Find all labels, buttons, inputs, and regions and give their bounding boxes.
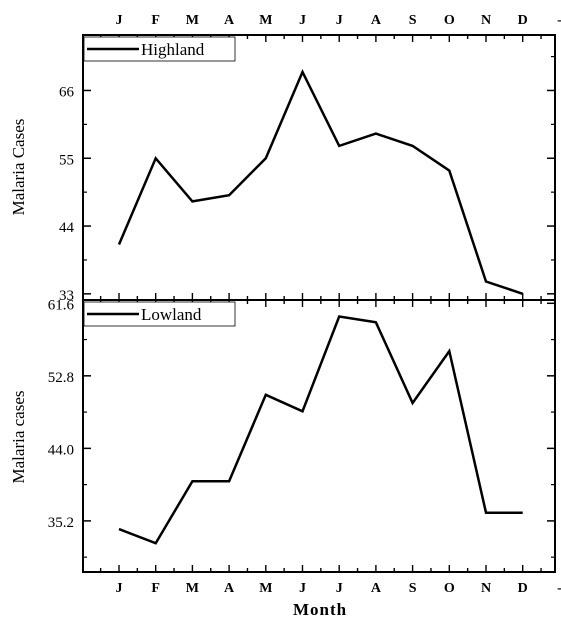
series-line-lowland xyxy=(118,315,523,545)
legend-label: Highland xyxy=(141,40,205,59)
x-tick-label: S xyxy=(409,581,417,596)
plot-frame xyxy=(82,34,556,301)
y-tick-label: 35.2 xyxy=(48,515,74,531)
x-tick-label-top: J xyxy=(116,13,123,28)
x-tick-label: J xyxy=(336,581,343,596)
x-tick-label: M xyxy=(186,581,199,596)
y-tick-label: 66 xyxy=(59,84,75,100)
y-axis-title: Malaria Cases xyxy=(9,119,28,216)
x-tick-label-top: J xyxy=(336,13,343,28)
x-tick-label: - xyxy=(557,581,561,596)
x-tick-label: D xyxy=(518,581,528,596)
x-tick-label-top: J xyxy=(299,13,306,28)
highland-panel: 33 44 55 66 Malaria Cases Highland xyxy=(9,34,556,304)
x-tick-label: J xyxy=(299,581,306,596)
y-tick-label: 55 xyxy=(59,152,74,168)
y-tick-label: 44.0 xyxy=(48,442,74,458)
y-tick-label: 44 xyxy=(59,220,75,236)
legend-label: Lowland xyxy=(141,305,202,324)
legend: Highland xyxy=(83,36,236,62)
x-tick-label: F xyxy=(151,581,160,596)
plot-frame xyxy=(82,299,556,573)
x-tick-label: J xyxy=(116,581,123,596)
y-tick-label: 61.6 xyxy=(48,297,75,313)
x-tick-label-top: S xyxy=(409,13,417,28)
x-tick-label: M xyxy=(259,581,272,596)
x-tick-label: A xyxy=(224,581,235,596)
x-tick-label: A xyxy=(371,581,382,596)
x-tick-label-top: D xyxy=(518,13,528,28)
x-tick-label-top: M xyxy=(259,13,272,28)
y-tick-label: 33 xyxy=(59,288,74,304)
x-tick-label-top: O xyxy=(444,13,455,28)
x-tick-label-top: A xyxy=(371,13,382,28)
x-tick-label-top: A xyxy=(224,13,235,28)
lowland-panel: 35.2 44.0 52.8 61.6 Malaria cases Lowland xyxy=(9,297,556,573)
x-tick-label-top: F xyxy=(151,13,160,28)
x-tick-label-top: M xyxy=(186,13,199,28)
x-tick-label-top: N xyxy=(481,13,491,28)
x-tick-label: N xyxy=(481,581,491,596)
y-tick-label: 52.8 xyxy=(48,370,74,386)
legend: Lowland xyxy=(83,301,236,327)
x-tick-label-top: - xyxy=(557,13,561,28)
series-line-highland xyxy=(117,69,524,295)
x-tick-label: O xyxy=(444,581,455,596)
y-axis-title: Malaria cases xyxy=(9,391,28,484)
x-axis-title: Month xyxy=(293,600,347,619)
